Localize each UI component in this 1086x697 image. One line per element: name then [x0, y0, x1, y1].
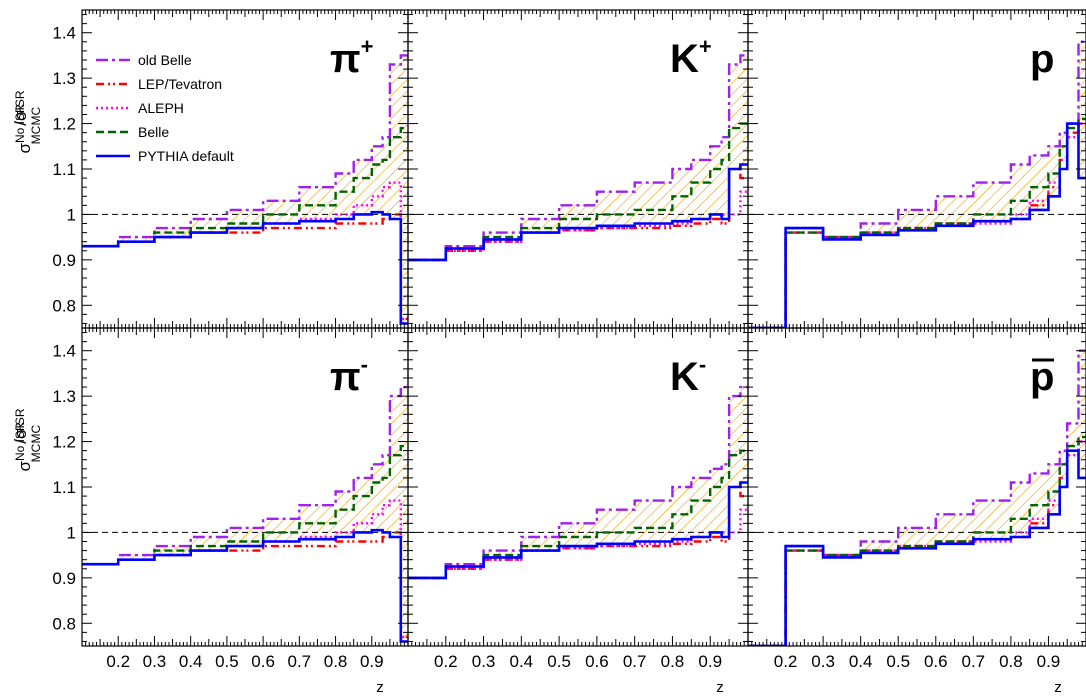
plot-area	[82, 385, 408, 643]
uncertainty-band	[82, 387, 408, 642]
x-tick-label: 0.5	[547, 652, 571, 671]
x-tick-label: 0.6	[251, 652, 275, 671]
y-axis-title: σNo ISR MC/σISRMC	[11, 408, 43, 471]
panel-2: K+	[407, 9, 749, 329]
x-tick-label: 0.8	[999, 652, 1023, 671]
series-line-belle	[408, 449, 748, 580]
y-tick-label: 1	[67, 523, 76, 542]
series-line-oldBelle	[408, 385, 748, 580]
series-line-lep	[82, 531, 408, 639]
series-line-pythia	[408, 163, 748, 262]
y-tick-label: 0.8	[52, 614, 76, 633]
x-tick-label: 0.6	[585, 652, 609, 671]
x-tick-label: 0.9	[1037, 652, 1061, 671]
y-tick-label: 1.1	[52, 478, 76, 497]
x-tick-label: 0.7	[623, 652, 647, 671]
y-tick-label: 1.4	[52, 24, 76, 43]
uncertainty-band	[408, 387, 748, 578]
x-tick-label: 0.8	[661, 652, 685, 671]
legend-label: Belle	[138, 124, 169, 140]
plot-area	[748, 349, 1086, 646]
series-line-lep	[82, 213, 408, 321]
x-tick-label: 0.3	[472, 652, 496, 671]
panel-particle-label: K+	[670, 34, 712, 81]
x-tick-label: 0.7	[288, 652, 312, 671]
uncertainty-band	[748, 350, 1086, 646]
panel-1: π+ old Belle LEP/Tevatron ALEPH Belle PYTHIA …	[81, 9, 409, 329]
series-line-pythia	[748, 449, 1086, 646]
series-line-oldBelle	[408, 54, 748, 262]
panel-particle-label: π-	[330, 352, 368, 399]
y-tick-label: 1.3	[52, 387, 76, 406]
y-tick-label: 1.2	[52, 115, 76, 134]
series-line-pythia	[82, 210, 408, 325]
panel-particle-label: p	[1030, 355, 1054, 399]
series-line-belle	[82, 126, 408, 248]
y-tick-label: 1	[67, 205, 76, 224]
x-tick-label: 0.4	[849, 652, 873, 671]
legend-label: ALEPH	[138, 100, 184, 116]
x-tick-label: 0.4	[510, 652, 534, 671]
panel-particle-label: K-	[670, 352, 706, 399]
series-line-aleph	[82, 181, 408, 321]
uncertainty-band	[82, 55, 408, 324]
x-tick-label: 0.4	[179, 652, 203, 671]
x-axis-title: z	[1054, 679, 1062, 692]
x-tick-label: 0.2	[434, 652, 458, 671]
legend-label: PYTHIA default	[138, 148, 234, 164]
panel-particle-label: π+	[330, 34, 373, 81]
axis-labels-layer: 0.8 0.9 1 1.1 1.2 1.3 1.4 σNo ISR MC/σISRMC 0.8 0.…	[11, 24, 1062, 696]
plot-area	[408, 385, 748, 580]
x-tick-label: 0.9	[698, 652, 722, 671]
series-line-belle	[82, 444, 408, 566]
y-tick-label: 1.4	[52, 342, 76, 361]
y-tick-label: 0.9	[52, 569, 76, 588]
legend-label: LEP/Tevatron	[138, 76, 222, 92]
series-line-oldBelle	[82, 54, 408, 248]
panel-4: π-	[81, 327, 409, 647]
x-tick-label: 0.8	[324, 652, 348, 671]
x-tick-label: 0.3	[811, 652, 835, 671]
plot-area	[408, 54, 748, 262]
y-tick-label: 0.8	[52, 296, 76, 315]
series-line-pythia	[82, 528, 408, 643]
panels-layer: π+ old Belle LEP/Tevatron ALEPH Belle PYTHIA …	[81, 9, 1086, 647]
x-tick-label: 0.6	[924, 652, 948, 671]
x-tick-label: 0.5	[886, 652, 910, 671]
panel-5: K-	[407, 327, 749, 647]
x-tick-label: 0.7	[962, 652, 986, 671]
uncertainty-band	[748, 41, 1086, 328]
series-line-oldBelle	[82, 385, 408, 566]
panel-3: p	[747, 9, 1086, 329]
x-tick-label: 0.2	[774, 652, 798, 671]
y-axis-title: σNo ISR MC/σISRMC	[11, 90, 43, 153]
series-line-aleph	[82, 499, 408, 639]
panel-particle-label: p	[1030, 37, 1054, 81]
series-line-belle	[408, 122, 748, 262]
series-line-pythia	[408, 481, 748, 580]
y-tick-label: 1.3	[52, 69, 76, 88]
y-tick-label: 0.9	[52, 251, 76, 270]
x-tick-label: 0.3	[143, 652, 167, 671]
panel-6: p	[747, 327, 1086, 647]
plot-area	[82, 54, 408, 325]
series-line-pythia	[748, 122, 1086, 328]
x-axis-title: z	[716, 679, 724, 692]
x-tick-label: 0.5	[215, 652, 239, 671]
legend: old Belle LEP/Tevatron ALEPH Belle PYTHIA de…	[96, 52, 234, 164]
y-tick-label: 1.1	[52, 160, 76, 179]
legend-label: old Belle	[138, 52, 192, 68]
plot-area	[748, 40, 1086, 328]
y-tick-label: 1.2	[52, 433, 76, 452]
x-tick-label: 0.2	[106, 652, 130, 671]
x-tick-label: 0.9	[360, 652, 384, 671]
x-axis-title: z	[376, 679, 384, 692]
